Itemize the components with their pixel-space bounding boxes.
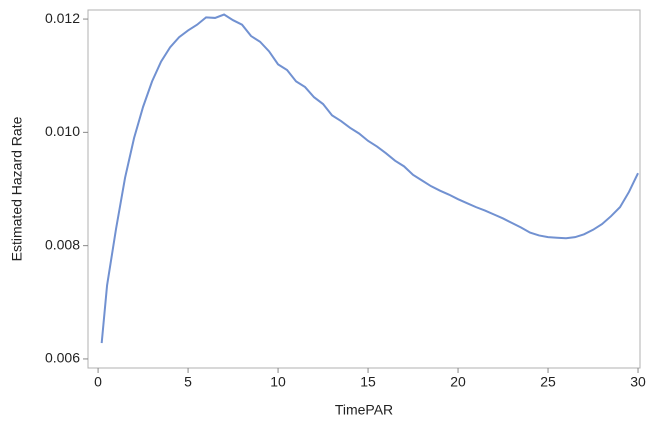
- x-tick-label: 10: [270, 374, 286, 390]
- y-tick-label: 0.012: [45, 10, 80, 26]
- x-axis-label: TimePAR: [335, 402, 393, 418]
- plot-frame: [87, 9, 641, 369]
- x-tick-label: 0: [94, 374, 102, 390]
- x-tick-label: 25: [540, 374, 556, 390]
- y-axis-label: Estimated Hazard Rate: [9, 116, 25, 261]
- y-tick-label: 0.010: [45, 123, 80, 139]
- y-tick-label: 0.006: [45, 350, 80, 366]
- x-tick-label: 5: [184, 374, 192, 390]
- x-tick-label: 15: [360, 374, 376, 390]
- x-tick-label: 20: [450, 374, 466, 390]
- y-tick-label: 0.008: [45, 236, 80, 252]
- line-series: [100, 13, 639, 344]
- x-tick-label: 30: [630, 374, 646, 390]
